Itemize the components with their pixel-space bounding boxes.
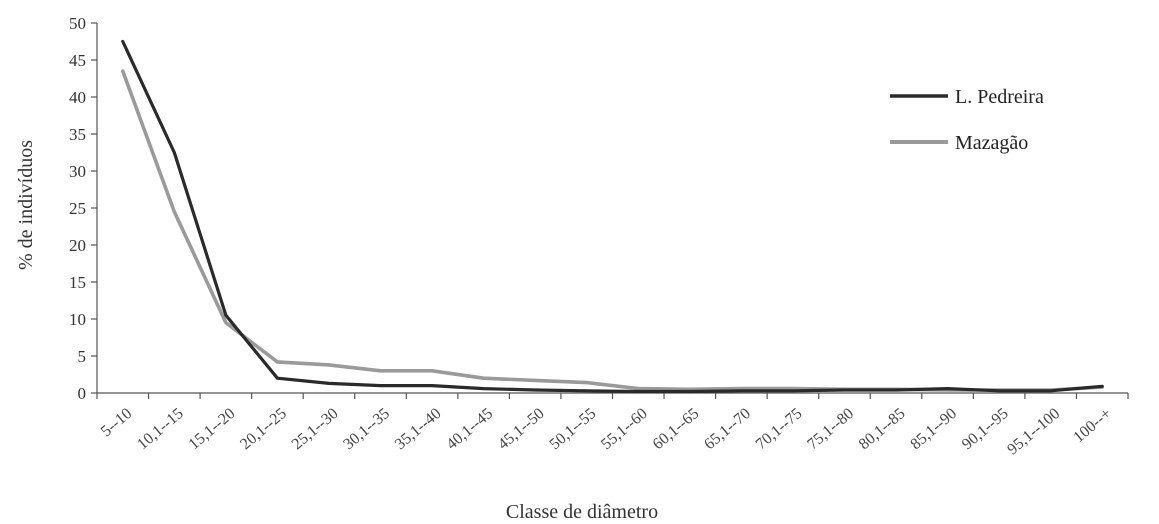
y-tick-label: 25 [69, 199, 86, 218]
x-axis: 5--1010,1--1515,1--2020,1--2525,1--3030,… [96, 392, 1129, 458]
x-tick-label: 5--10 [98, 405, 135, 440]
y-tick-label: 15 [69, 273, 86, 292]
y-tick-label: 50 [69, 14, 86, 33]
x-tick-label: 20,1--25 [237, 405, 290, 453]
y-tick-label: 45 [69, 51, 86, 70]
y-tick-label: 10 [69, 310, 86, 329]
legend: L. Pedreira Mazagão [890, 86, 1044, 154]
y-tick-label: 40 [69, 88, 86, 107]
x-tick-label: 15,1--20 [186, 405, 239, 453]
x-tick-label: 30,1--35 [340, 405, 393, 453]
y-axis-label: % de indivíduos [15, 140, 37, 270]
x-tick-label: 35,1--40 [392, 405, 445, 453]
series-layer [121, 39, 1104, 394]
x-tick-label: 65,1--70 [701, 405, 754, 453]
x-tick-label: 75,1--80 [804, 405, 857, 453]
series-line-mazagao [121, 69, 1104, 392]
x-tick-label: 40,1--45 [443, 405, 496, 453]
x-tick-label: 50,1--55 [546, 405, 599, 453]
legend-label: Mazagão [955, 132, 1028, 154]
x-tick-label: 55,1--60 [598, 405, 651, 453]
x-tick-label: 60,1--65 [650, 405, 703, 453]
x-tick-label: 10,1--15 [134, 405, 187, 453]
x-tick-label: 45,1--50 [495, 405, 548, 453]
y-tick-label: 35 [69, 125, 86, 144]
x-tick-label: 100--+ [1070, 405, 1114, 446]
x-tick-label: 80,1--85 [856, 405, 909, 453]
x-axis-label: Classe de diâmetro [506, 501, 658, 523]
legend-label: L. Pedreira [955, 86, 1044, 108]
y-tick-label: 20 [69, 236, 86, 255]
x-tick-label: 85,1--90 [907, 405, 960, 453]
y-tick-label: 30 [69, 162, 86, 181]
x-tick-label: 70,1--75 [753, 405, 806, 453]
series-line-l-pedreira [121, 39, 1104, 394]
x-tick-label: 95,1--100 [1004, 405, 1063, 458]
y-tick-label: 0 [78, 384, 87, 403]
y-tick-label: 5 [78, 347, 87, 366]
y-axis: 0 5 10 15 20 25 30 35 40 45 50 [69, 14, 98, 403]
x-tick-label: 25,1--30 [289, 405, 342, 453]
